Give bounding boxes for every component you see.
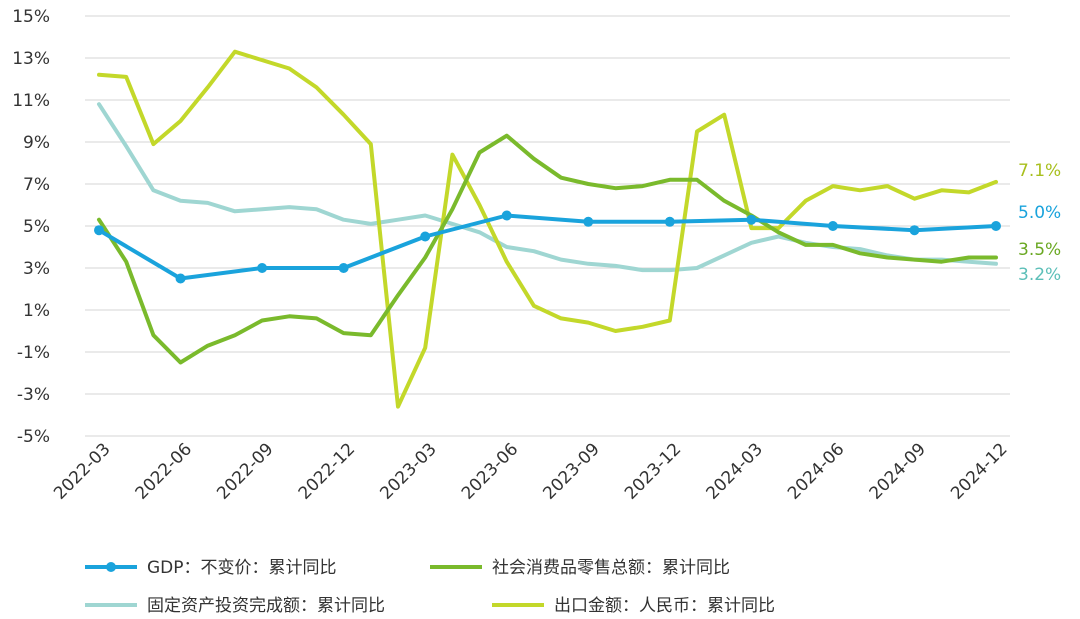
- gridlines: [85, 15, 1010, 437]
- data-point-gdp: [664, 216, 675, 227]
- data-point-gdp: [909, 225, 920, 236]
- series-line-exports: [97, 49, 998, 409]
- x-tick-label: 2024-06: [784, 439, 848, 503]
- x-tick-label: 2023-06: [458, 439, 522, 503]
- x-tick-label: 2024-03: [703, 439, 767, 503]
- series-line-gdp: [97, 213, 998, 281]
- data-point-gdp: [175, 273, 186, 284]
- data-point-gdp: [94, 225, 104, 236]
- x-axis-tick-labels: 2022-03 2022-06 2022-09 2022-12 2023-03 2023-…: [50, 439, 1011, 503]
- data-point-gdp: [746, 214, 757, 225]
- x-tick-label: 2023-12: [621, 439, 685, 503]
- legend-item-exports[interactable]: 出口金额：人民币：累计同比: [492, 596, 775, 616]
- data-point-gdp: [501, 210, 512, 221]
- legend-marker-gdp: [106, 562, 116, 572]
- legend-item-fixed-asset-investment[interactable]: 固定资产投资完成额：累计同比: [85, 596, 385, 616]
- end-label-fixed-asset-investment: 3.2%: [1018, 265, 1061, 285]
- y-tick-label: 15%: [12, 7, 50, 27]
- series-line-fixed-asset-investment: [97, 102, 998, 273]
- data-point-gdp: [991, 221, 1001, 231]
- legend-label-gdp: GDP：不变价：累计同比: [147, 558, 337, 578]
- data-point-gdp: [257, 263, 268, 273]
- legend-item-retail-sales[interactable]: 社会消费品零售总额：累计同比: [430, 558, 730, 578]
- end-value-labels: 3.2% 7.1% 3.5% 5.0%: [1018, 161, 1061, 285]
- y-axis-tick-labels: -5% -3% -1% 1% 3% 5% 7% 9% 11% 13% 15%: [12, 7, 50, 447]
- data-point-gdp: [420, 231, 431, 242]
- x-tick-label: 2022-12: [295, 439, 359, 503]
- end-label-exports: 7.1%: [1018, 161, 1061, 181]
- legend-item-gdp[interactable]: GDP：不变价：累计同比: [85, 558, 337, 578]
- legend-label-fixed-asset-investment: 固定资产投资完成额：累计同比: [147, 596, 385, 616]
- series-line-retail-sales: [97, 133, 998, 365]
- x-tick-label: 2023-03: [376, 439, 440, 503]
- y-tick-label: 9%: [23, 133, 50, 153]
- x-tick-label: 2024-09: [866, 439, 930, 503]
- y-tick-label: -3%: [17, 385, 50, 405]
- series-lines: [94, 49, 1001, 409]
- y-tick-label: -1%: [17, 343, 50, 363]
- legend-label-exports: 出口金额：人民币：累计同比: [554, 596, 775, 616]
- legend-label-retail-sales: 社会消费品零售总额：累计同比: [492, 558, 730, 578]
- end-label-retail-sales: 3.5%: [1018, 240, 1061, 260]
- legend: GDP：不变价：累计同比 社会消费品零售总额：累计同比 固定资产投资完成额：累计…: [85, 558, 775, 616]
- data-point-gdp: [583, 216, 594, 227]
- y-tick-label: 5%: [23, 217, 50, 237]
- x-tick-label: 2022-06: [132, 439, 196, 503]
- y-tick-label: 13%: [12, 49, 50, 69]
- data-point-gdp: [338, 263, 349, 273]
- y-tick-label: 3%: [23, 259, 50, 279]
- y-tick-label: 11%: [12, 91, 50, 111]
- y-tick-label: 7%: [23, 175, 50, 195]
- x-tick-label: 2024-12: [947, 439, 1011, 503]
- x-tick-label: 2022-09: [213, 439, 277, 503]
- y-tick-label: 1%: [23, 301, 50, 321]
- x-tick-label: 2022-03: [50, 439, 114, 503]
- x-tick-label: 2023-09: [539, 439, 603, 503]
- y-tick-label: -5%: [17, 427, 50, 447]
- data-point-gdp: [827, 221, 838, 231]
- end-label-gdp: 5.0%: [1018, 203, 1061, 223]
